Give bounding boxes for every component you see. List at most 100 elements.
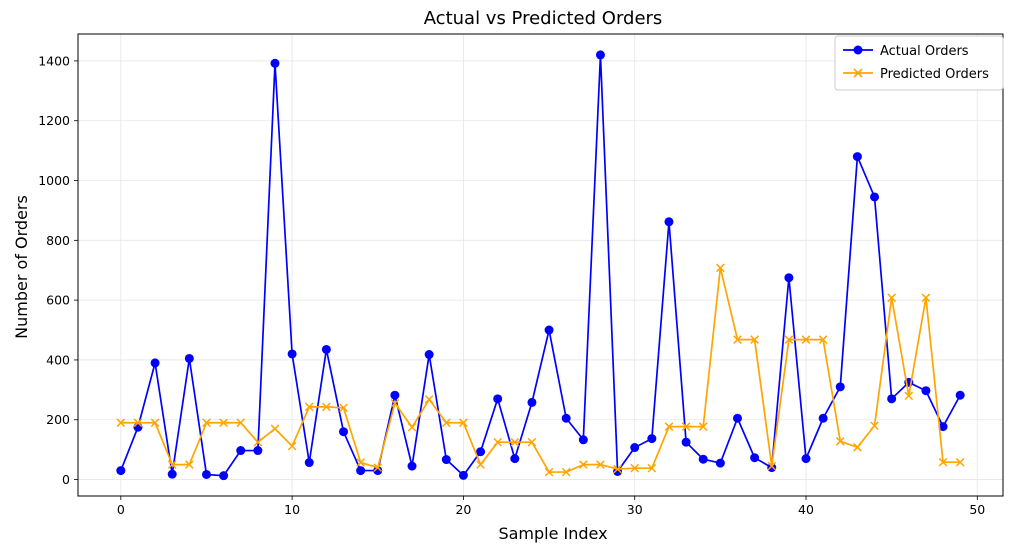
chart-title: Actual vs Predicted Orders xyxy=(424,8,663,29)
data-point-predicted xyxy=(441,418,451,428)
data-point-actual xyxy=(732,413,742,423)
data-point-actual xyxy=(698,454,708,464)
data-point-predicted xyxy=(150,418,160,428)
data-point-actual xyxy=(304,458,314,468)
data-point-actual xyxy=(424,350,434,360)
data-point-actual xyxy=(870,192,880,202)
data-point-predicted xyxy=(424,395,434,404)
x-tick-label: 20 xyxy=(455,502,471,517)
data-point-predicted xyxy=(373,463,383,472)
data-point-predicted xyxy=(561,467,571,477)
data-point-actual xyxy=(801,454,811,464)
legend-predicted-label: Predicted Orders xyxy=(880,67,989,82)
data-point-actual xyxy=(150,358,160,368)
data-point-predicted xyxy=(767,461,777,471)
data-point-actual xyxy=(236,446,246,456)
data-point-predicted xyxy=(236,418,246,428)
data-point-actual xyxy=(270,58,280,68)
data-point-actual xyxy=(356,466,366,476)
data-point-predicted xyxy=(510,437,520,447)
data-point-predicted xyxy=(750,335,759,344)
data-point-predicted xyxy=(938,457,948,467)
y-tick-label: 1000 xyxy=(38,173,70,188)
grid-lines xyxy=(78,34,1003,496)
legend-box xyxy=(834,35,1004,91)
data-point-actual xyxy=(784,273,794,283)
data-point-actual xyxy=(167,469,177,479)
data-point-predicted xyxy=(716,263,725,273)
data-point-actual xyxy=(835,382,845,392)
data-point-predicted xyxy=(613,464,622,474)
data-point-actual xyxy=(938,422,948,432)
data-point-actual xyxy=(133,422,143,432)
data-point-actual xyxy=(715,458,725,468)
legend: Actual Orders Predicted Orders xyxy=(834,35,1004,91)
data-point-actual xyxy=(578,435,588,445)
data-point-actual xyxy=(287,349,297,359)
y-tick-label: 600 xyxy=(46,293,70,308)
x-tick-label: 10 xyxy=(284,502,300,517)
data-point-predicted xyxy=(733,335,742,344)
data-point-predicted xyxy=(133,418,143,428)
data-point-predicted xyxy=(578,460,588,469)
x-axis-label: Sample Index xyxy=(498,524,607,543)
data-point-predicted xyxy=(304,402,314,412)
data-point-predicted xyxy=(904,391,914,401)
data-point-actual xyxy=(184,353,194,363)
data-point-actual xyxy=(373,466,383,476)
data-point-actual xyxy=(630,443,640,453)
data-point-predicted xyxy=(647,463,657,473)
y-tick-label: 1200 xyxy=(38,113,70,128)
data-point-actual xyxy=(493,394,503,404)
data-point-actual xyxy=(441,455,451,465)
data-point-actual xyxy=(253,446,263,456)
data-point-actual xyxy=(407,461,417,471)
axis-ticks: 0 10 20 30 40 50 0 200 400 600 800 1000 1200 1400 xyxy=(38,53,985,517)
data-point-actual xyxy=(201,469,211,479)
data-point-actual xyxy=(321,344,331,354)
data-point-predicted xyxy=(801,335,811,344)
legend-actual-label: Actual Orders xyxy=(880,44,969,59)
legend-predicted-marker xyxy=(853,68,863,78)
data-point-actual xyxy=(116,466,126,476)
y-tick-label: 0 xyxy=(62,472,70,487)
data-point-actual xyxy=(510,454,520,464)
data-point-predicted xyxy=(818,335,828,344)
data-point-predicted xyxy=(202,418,211,428)
data-point-predicted xyxy=(955,457,965,467)
y-tick-label: 1400 xyxy=(38,53,70,68)
data-point-actual xyxy=(664,217,674,227)
data-point-actual xyxy=(767,463,777,473)
data-point-predicted xyxy=(167,460,177,469)
data-point-predicted xyxy=(921,293,931,303)
data-point-actual xyxy=(458,470,468,480)
data-point-actual xyxy=(681,437,691,447)
data-point-actual xyxy=(476,447,486,457)
data-point-actual xyxy=(955,390,965,400)
data-point-actual xyxy=(750,453,760,463)
y-tick-label: 200 xyxy=(46,412,70,427)
data-point-predicted xyxy=(681,422,691,431)
data-point-predicted xyxy=(356,458,365,467)
data-point-predicted xyxy=(185,460,194,469)
data-point-actual xyxy=(818,413,828,423)
data-point-actual xyxy=(339,427,349,437)
x-tick-label: 0 xyxy=(117,502,125,517)
data-point-actual xyxy=(647,434,657,444)
data-point-predicted xyxy=(664,422,674,431)
data-point-predicted xyxy=(853,442,862,452)
data-point-actual xyxy=(595,50,605,60)
data-point-predicted xyxy=(596,460,605,469)
series-line-actual xyxy=(120,54,961,477)
data-point-actual xyxy=(544,325,554,335)
data-point-predicted xyxy=(493,437,503,447)
data-point-predicted xyxy=(544,467,554,477)
y-axis-label: Number of Orders xyxy=(12,195,31,339)
data-point-predicted xyxy=(390,398,400,408)
data-point-predicted xyxy=(870,421,879,431)
plot-frame xyxy=(77,33,1004,497)
data-point-predicted xyxy=(527,437,537,447)
data-point-predicted xyxy=(219,418,228,428)
data-point-predicted xyxy=(630,463,640,473)
